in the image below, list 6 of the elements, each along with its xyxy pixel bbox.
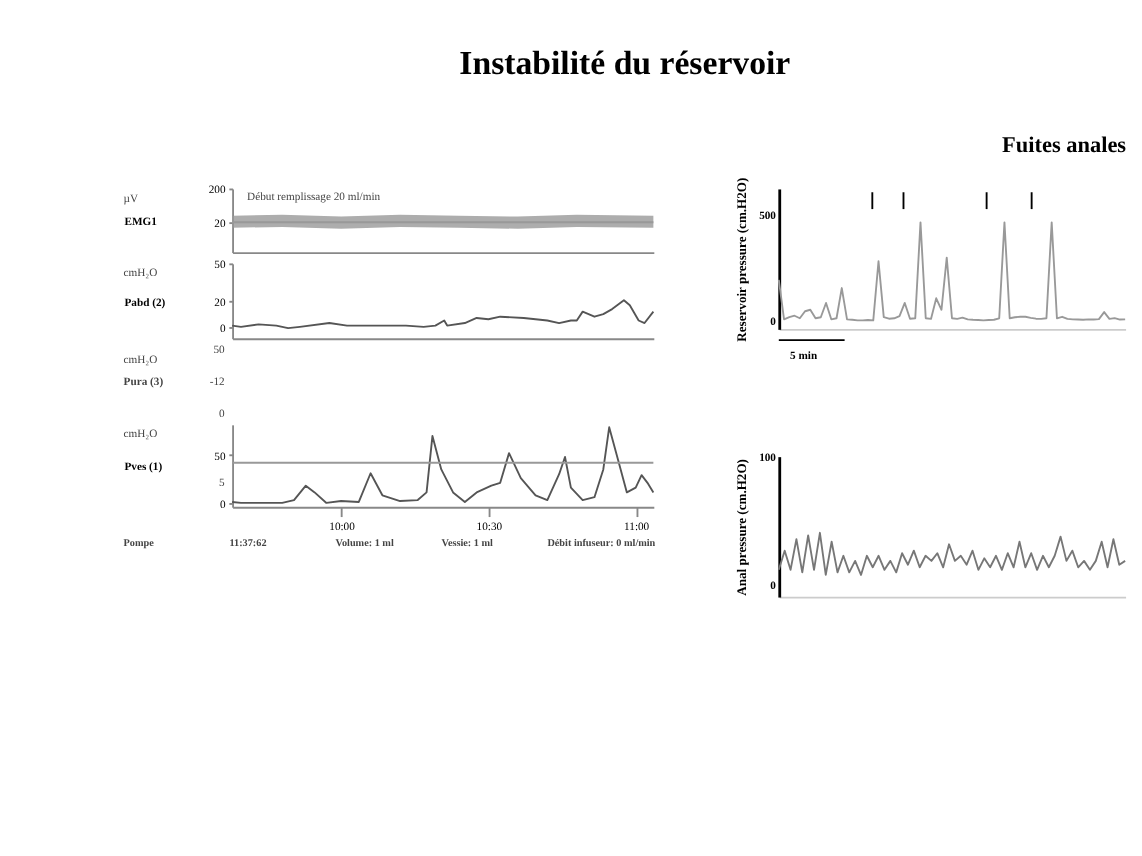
line-series xyxy=(777,531,1127,576)
line-series xyxy=(231,426,655,504)
line-series xyxy=(231,299,655,330)
chart-title: Fuites anales xyxy=(1002,134,1128,159)
chart-title: Instabilité du réservoir xyxy=(459,43,792,82)
line-series xyxy=(777,221,1127,322)
